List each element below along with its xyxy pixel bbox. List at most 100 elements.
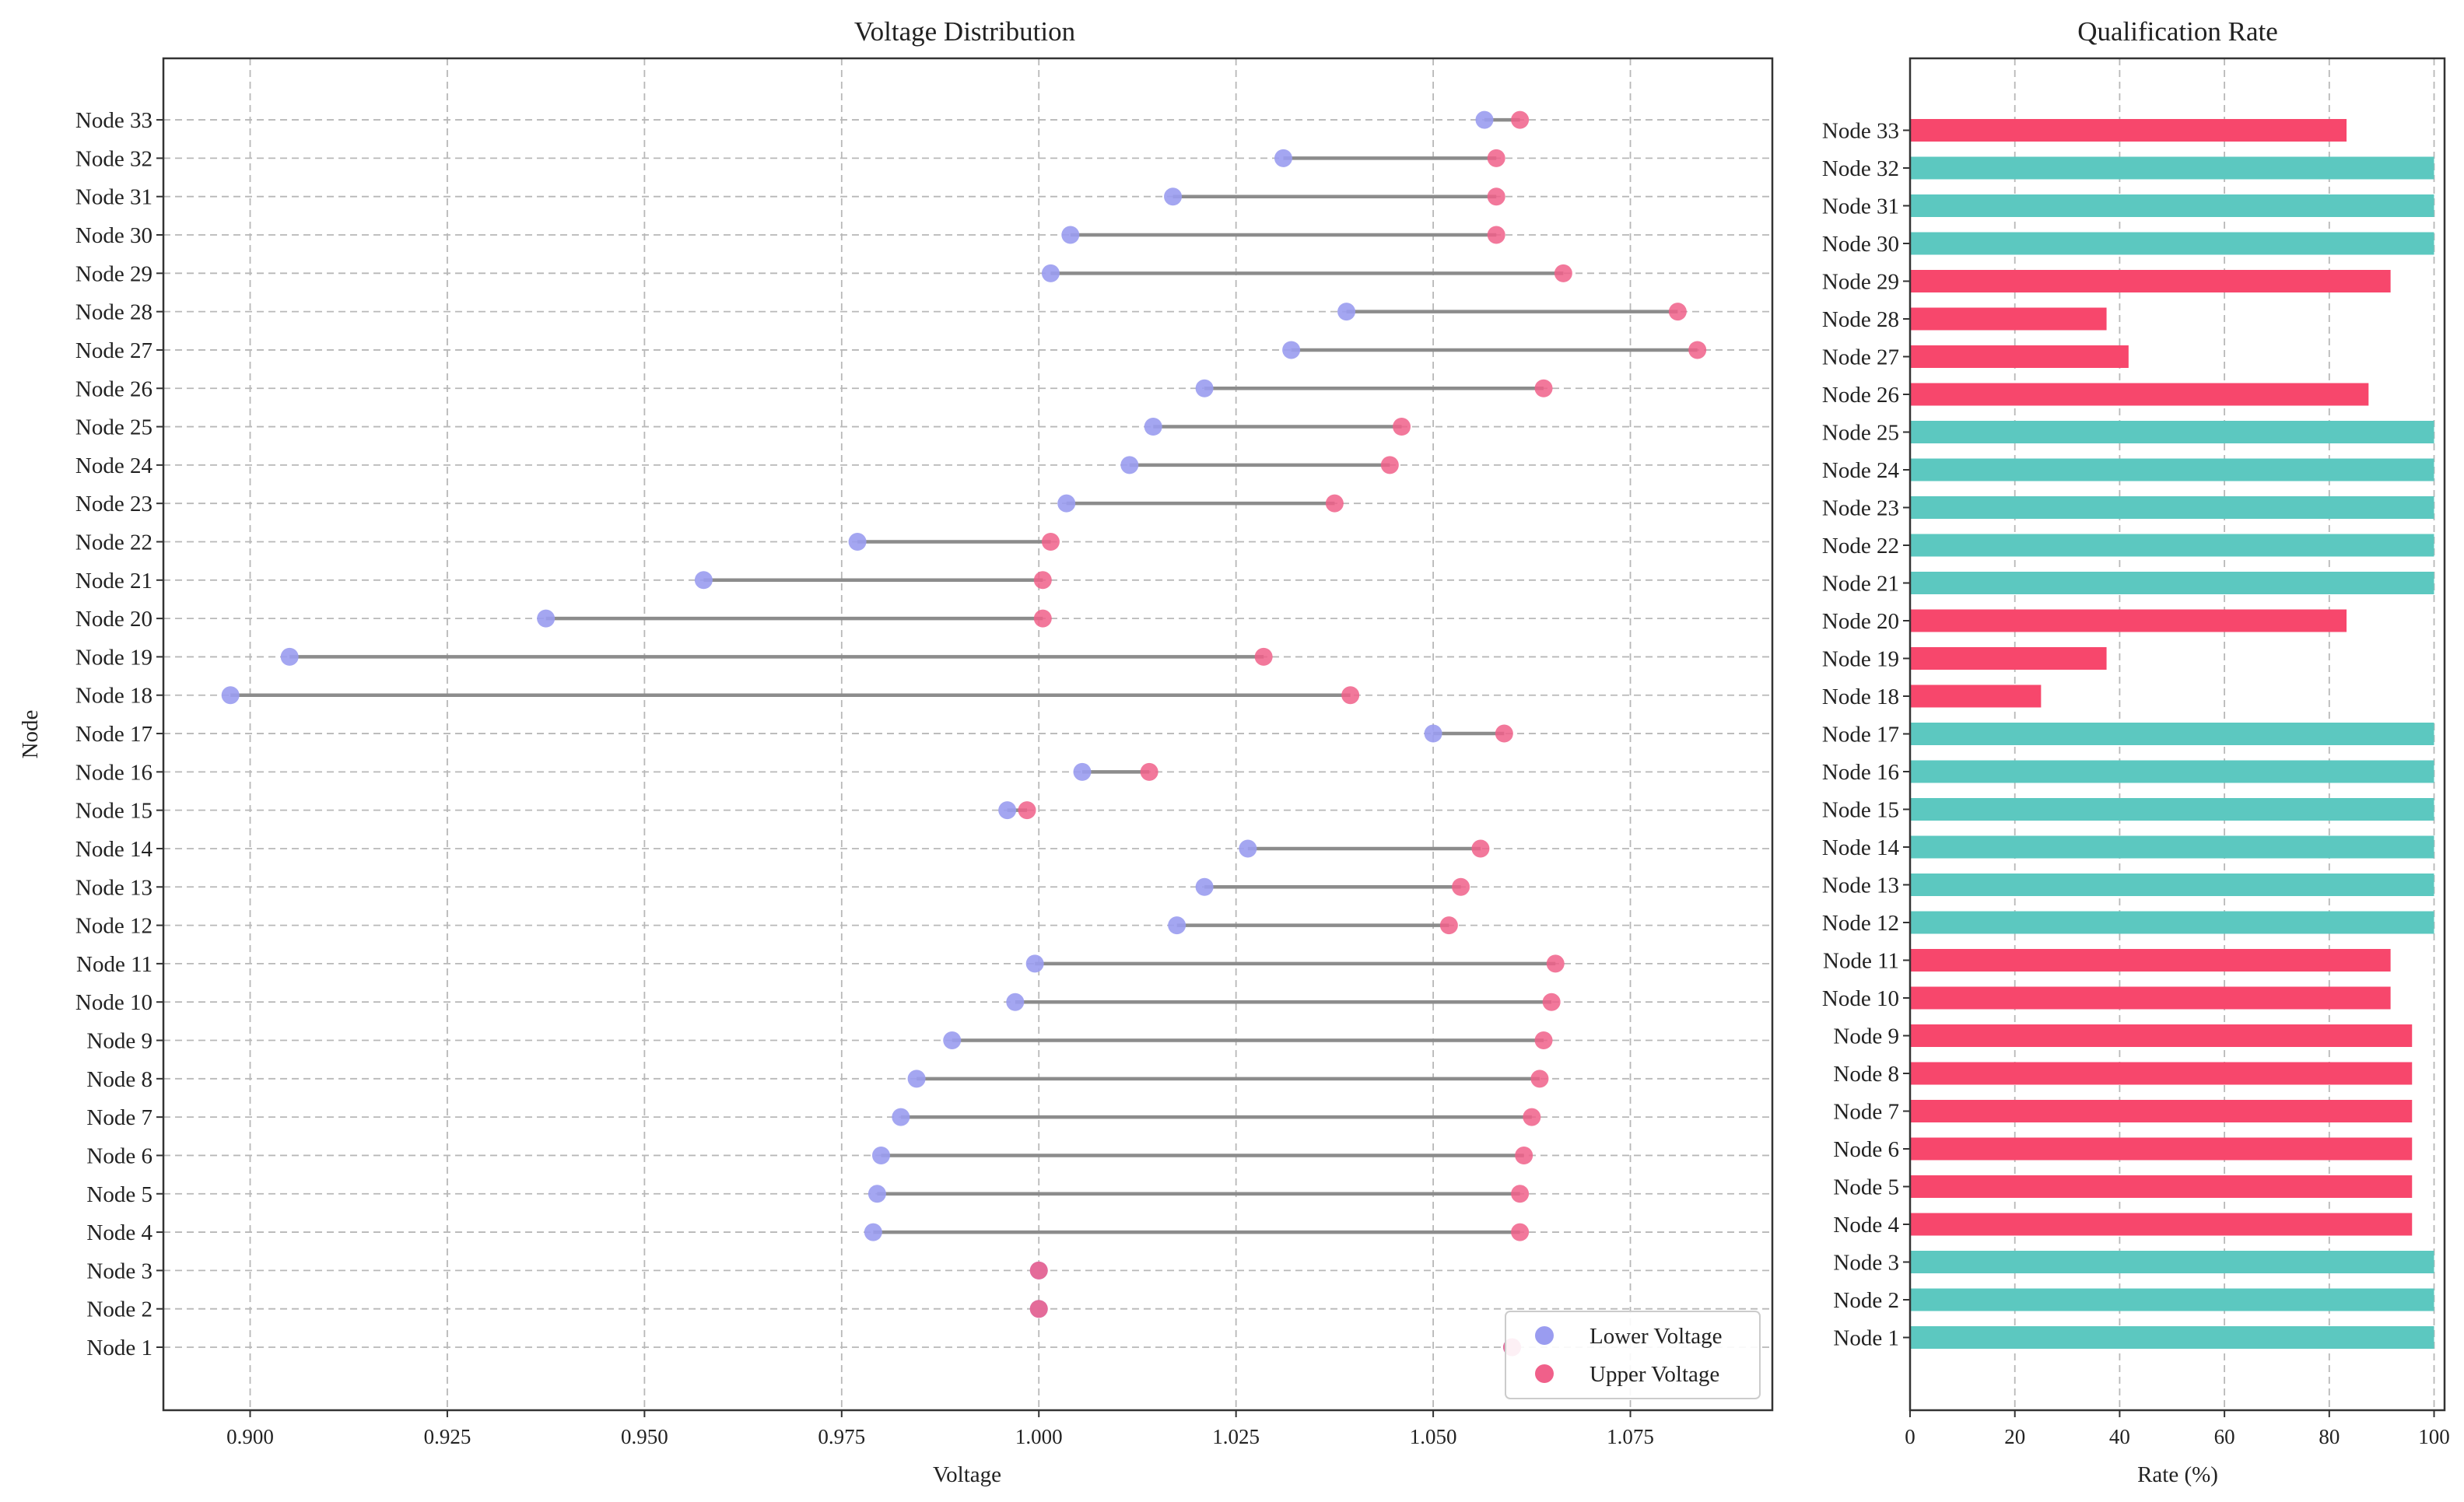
voltage-y-tick-label-node-14: Node 14 <box>75 837 153 862</box>
upper-voltage-point-node-4 <box>1511 1223 1530 1241</box>
qualification-y-tick-label-node-1: Node 1 <box>1833 1326 1899 1351</box>
qualification-y-tick-label-node-5: Node 5 <box>1833 1175 1899 1200</box>
qualification-chart-title: Qualification Rate <box>2077 16 2278 47</box>
voltage-y-tick-label-node-21: Node 21 <box>75 569 152 593</box>
voltage-y-axis-label: Node <box>18 710 43 759</box>
voltage-x-ticks: 0.900 0.925 0.950 0.975 1.000 1.025 1.050 1.075 <box>226 1410 1654 1448</box>
qualification-bar-node-31 <box>1910 194 2434 217</box>
qualification-bar-node-25 <box>1910 421 2434 443</box>
upper-voltage-point-node-8 <box>1530 1070 1549 1088</box>
voltage-y-tick-label-node-25: Node 25 <box>75 415 152 440</box>
qualification-bar-node-19 <box>1910 647 2107 670</box>
voltage-y-tick-label-node-33: Node 33 <box>75 108 152 133</box>
upper-voltage-point-node-15 <box>1018 801 1036 820</box>
lower-voltage-point-node-27 <box>1282 341 1301 359</box>
qualification-bar-node-10 <box>1910 986 2391 1010</box>
upper-voltage-point-node-24 <box>1380 456 1399 474</box>
voltage-y-tick-label-node-8: Node 8 <box>86 1067 152 1092</box>
qualification-bar-node-2 <box>1910 1288 2434 1311</box>
voltage-chart-title: Voltage Distribution <box>854 16 1075 47</box>
qualification-bar-node-16 <box>1910 760 2434 783</box>
upper-voltage-point-node-25 <box>1393 418 1411 436</box>
voltage-y-tick-label-node-26: Node 26 <box>75 376 152 401</box>
lower-voltage-point-node-8 <box>907 1070 926 1088</box>
voltage-y-tick-label-node-24: Node 24 <box>75 453 153 478</box>
voltage-x-tick-label: 1.025 <box>1212 1425 1260 1448</box>
qualification-y-tick-label-node-2: Node 2 <box>1833 1288 1899 1313</box>
qualification-y-tick-label-node-10: Node 10 <box>1822 986 1899 1011</box>
lower-voltage-point-node-25 <box>1144 418 1162 436</box>
upper-voltage-point-node-30 <box>1487 226 1505 244</box>
qualification-bar-node-6 <box>1910 1137 2413 1161</box>
legend-box <box>1505 1311 1761 1399</box>
lower-voltage-point-node-33 <box>1475 110 1494 129</box>
qualification-bar-node-18 <box>1910 684 2042 708</box>
qualification-y-tick-label-node-6: Node 6 <box>1833 1137 1899 1162</box>
qualification-bar-node-7 <box>1910 1100 2413 1122</box>
upper-voltage-point-node-32 <box>1487 149 1505 167</box>
upper-voltage-point-node-6 <box>1515 1146 1533 1164</box>
qualification-bar-node-23 <box>1910 496 2434 519</box>
lower-voltage-point-node-30 <box>1061 226 1080 244</box>
lower-voltage-point-node-23 <box>1057 494 1076 513</box>
voltage-y-tick-label-node-20: Node 20 <box>75 607 152 632</box>
upper-voltage-point-node-28 <box>1668 303 1687 321</box>
voltage-y-tick-label-node-27: Node 27 <box>75 338 152 363</box>
upper-voltage-point-node-20 <box>1033 609 1052 628</box>
voltage-x-tick-label: 1.000 <box>1015 1425 1063 1448</box>
lower-voltage-point-node-26 <box>1195 379 1214 397</box>
qualification-bar-node-14 <box>1910 835 2434 859</box>
voltage-x-tick-label: 0.975 <box>818 1425 865 1448</box>
voltage-y-tick-label-node-6: Node 6 <box>86 1143 152 1168</box>
upper-voltage-point-node-3 <box>1029 1261 1048 1280</box>
qualification-bar-node-32 <box>1910 156 2434 180</box>
qualification-y-tick-label-node-30: Node 30 <box>1822 232 1899 257</box>
voltage-y-tick-label-node-31: Node 31 <box>75 185 152 210</box>
lower-voltage-point-node-31 <box>1164 187 1183 206</box>
qualification-y-tick-label-node-26: Node 26 <box>1822 383 1899 408</box>
lower-voltage-point-node-17 <box>1424 724 1442 743</box>
voltage-y-tick-label-node-17: Node 17 <box>75 722 152 747</box>
qualification-x-tick-label: 100 <box>2418 1425 2450 1448</box>
voltage-x-tick-label: 1.050 <box>1410 1425 1457 1448</box>
voltage-x-tick-label: 0.925 <box>424 1425 471 1448</box>
upper-voltage-point-node-27 <box>1688 341 1707 359</box>
lower-voltage-point-node-11 <box>1025 954 1044 973</box>
qualification-y-tick-label-node-32: Node 32 <box>1822 156 1899 181</box>
lower-voltage-point-node-24 <box>1120 456 1139 474</box>
voltage-y-tick-label-node-2: Node 2 <box>86 1297 152 1322</box>
upper-voltage-point-node-22 <box>1041 532 1060 551</box>
qualification-y-tick-label-node-28: Node 28 <box>1822 307 1899 332</box>
lower-voltage-point-node-4 <box>864 1223 882 1241</box>
qualification-bar-node-22 <box>1910 534 2434 557</box>
qualification-bar-node-28 <box>1910 307 2107 331</box>
legend-upper-voltage-marker <box>1535 1364 1554 1383</box>
lower-voltage-point-node-6 <box>871 1146 890 1164</box>
qualification-bar-node-3 <box>1910 1251 2434 1273</box>
voltage-marks <box>221 110 1707 1357</box>
qualification-y-tick-label-node-11: Node 11 <box>1823 949 1899 974</box>
qualification-bar-node-1 <box>1910 1326 2434 1349</box>
voltage-y-tick-label-node-29: Node 29 <box>75 261 152 286</box>
voltage-x-axis-label: Voltage <box>933 1462 1001 1487</box>
qualification-y-tick-label-node-31: Node 31 <box>1822 194 1899 219</box>
voltage-y-tick-label-node-9: Node 9 <box>86 1029 152 1054</box>
qualification-x-tick-label: 60 <box>2214 1425 2235 1448</box>
upper-voltage-point-node-21 <box>1033 571 1052 590</box>
qualification-x-ticks: 0 20 40 60 80 100 <box>1905 1410 2450 1448</box>
lower-voltage-point-node-19 <box>280 647 299 666</box>
qualification-bar-node-15 <box>1910 798 2434 821</box>
voltage-y-tick-label-node-12: Node 12 <box>75 914 152 939</box>
voltage-x-tick-label: 0.900 <box>226 1425 274 1448</box>
voltage-y-tick-label-node-11: Node 11 <box>76 952 152 977</box>
lower-voltage-point-node-21 <box>694 571 713 590</box>
qualification-bar-node-12 <box>1910 911 2434 934</box>
upper-voltage-point-node-16 <box>1140 762 1158 781</box>
qualification-bars <box>1910 119 2434 1349</box>
voltage-y-tick-label-node-3: Node 3 <box>86 1259 152 1283</box>
qualification-bar-node-33 <box>1910 119 2347 142</box>
upper-voltage-point-node-26 <box>1534 379 1553 397</box>
qualification-y-tick-label-node-3: Node 3 <box>1833 1251 1899 1276</box>
voltage-y-tick-label-node-16: Node 16 <box>75 760 152 785</box>
